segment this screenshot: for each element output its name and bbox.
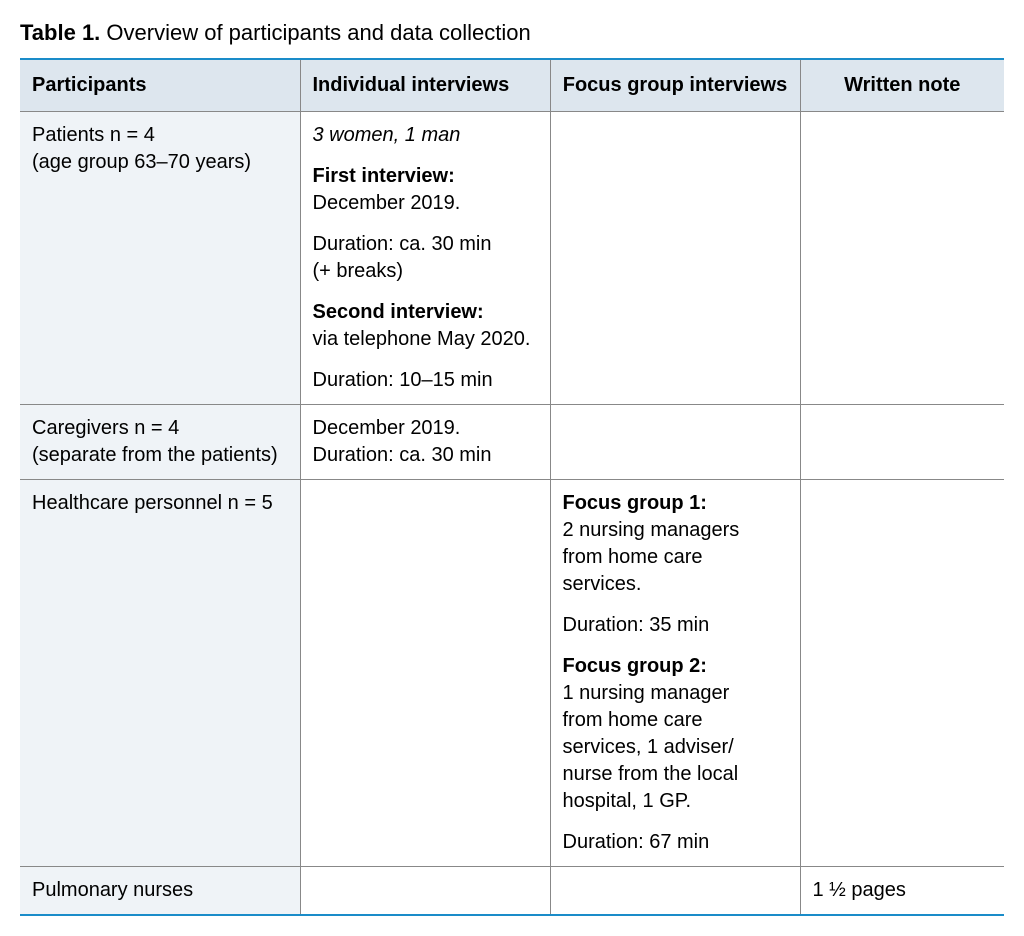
table-row: Caregivers n = 4 (separate from the pati… xyxy=(20,405,1004,480)
iv-line: via telephone May 2020. xyxy=(313,326,538,353)
col-focus-text: Focus group interviews xyxy=(563,74,787,96)
participant-line: (separate from the patients) xyxy=(32,442,288,469)
col-participants: Participants xyxy=(20,59,300,112)
cell-note: 1 ½ pages xyxy=(800,867,1004,916)
iv-line: (+ breaks) xyxy=(313,258,538,285)
cell-focus xyxy=(550,867,800,916)
table-title: Table 1. Overview of participants and da… xyxy=(20,20,1004,46)
cell-note xyxy=(800,480,1004,867)
participant-line: Pulmonary nurses xyxy=(32,877,288,904)
fg-line: services, 1 adviser/ xyxy=(563,734,788,761)
fg2-label: Focus group 2: xyxy=(563,653,788,680)
iv-line: Duration: ca. 30 min xyxy=(313,442,538,469)
table-row: Patients n = 4 (age group 63–70 years) 3… xyxy=(20,112,1004,405)
fg-line: Duration: 35 min xyxy=(563,612,788,639)
participant-line: Caregivers n = 4 xyxy=(32,415,288,442)
iv-line: Duration: ca. 30 min xyxy=(313,231,538,258)
iv-second-label: Second interview: xyxy=(313,299,538,326)
fg-line: from home care xyxy=(563,544,788,571)
iv-italic: 3 women, 1 man xyxy=(313,122,538,149)
iv-line: December 2019. xyxy=(313,415,538,442)
iv-line: December 2019. xyxy=(313,190,538,217)
participant-line: (age group 63–70 years) xyxy=(32,149,288,176)
cell-individual xyxy=(300,480,550,867)
col-individual: Individual interviews xyxy=(300,59,550,112)
data-table: Participants Individual interviews Focus… xyxy=(20,58,1004,916)
cell-participant: Pulmonary nurses xyxy=(20,867,300,916)
header-row: Participants Individual interviews Focus… xyxy=(20,59,1004,112)
fg-line: from home care xyxy=(563,707,788,734)
participant-line: Patients n = 4 xyxy=(32,122,288,149)
cell-individual: 3 women, 1 man First interview: December… xyxy=(300,112,550,405)
cell-focus xyxy=(550,405,800,480)
table-row: Pulmonary nurses 1 ½ pages xyxy=(20,867,1004,916)
cell-focus xyxy=(550,112,800,405)
cell-participant: Healthcare personnel n = 5 xyxy=(20,480,300,867)
cell-note xyxy=(800,405,1004,480)
note-line: 1 ½ pages xyxy=(813,877,993,904)
fg-line: 1 nursing manager xyxy=(563,680,788,707)
fg-line: Duration: 67 min xyxy=(563,829,788,856)
table-row: Healthcare personnel n = 5 Focus group 1… xyxy=(20,480,1004,867)
cell-participant: Patients n = 4 (age group 63–70 years) xyxy=(20,112,300,405)
fg-line: hospital, 1 GP. xyxy=(563,788,788,815)
cell-focus: Focus group 1: 2 nursing managers from h… xyxy=(550,480,800,867)
fg-line: nurse from the local xyxy=(563,761,788,788)
cell-participant: Caregivers n = 4 (separate from the pati… xyxy=(20,405,300,480)
title-label: Table 1. xyxy=(20,20,100,45)
iv-line: Duration: 10–15 min xyxy=(313,367,538,394)
col-focus: Focus group interviews xyxy=(550,59,800,112)
iv-first-label: First interview: xyxy=(313,163,538,190)
fg-line: services. xyxy=(563,571,788,598)
title-text: Overview of participants and data collec… xyxy=(106,20,530,45)
cell-individual xyxy=(300,867,550,916)
participant-line: Healthcare personnel n = 5 xyxy=(32,490,288,517)
fg-line: 2 nursing managers xyxy=(563,517,788,544)
cell-individual: December 2019. Duration: ca. 30 min xyxy=(300,405,550,480)
cell-note xyxy=(800,112,1004,405)
col-note: Written note xyxy=(800,59,1004,112)
fg1-label: Focus group 1: xyxy=(563,490,788,517)
